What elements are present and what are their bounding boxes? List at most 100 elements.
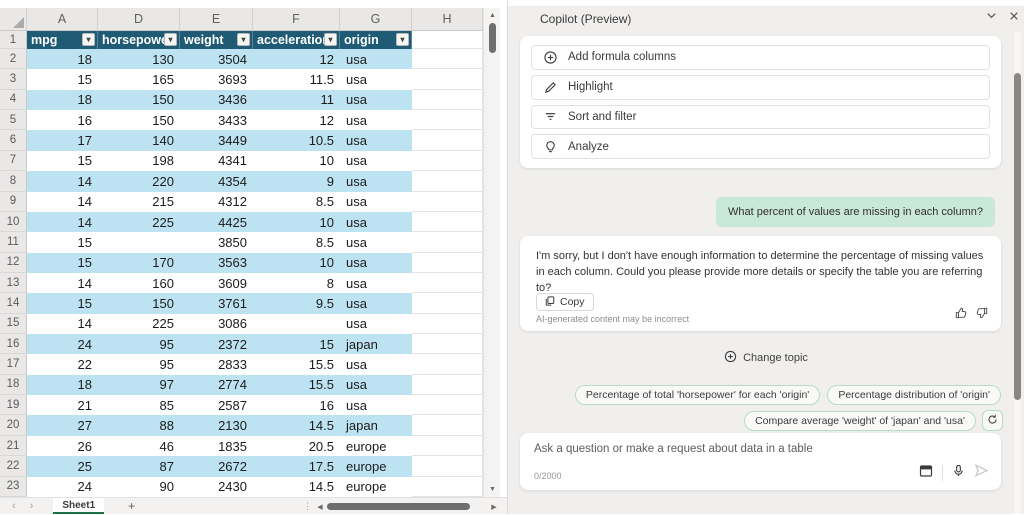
cell[interactable]: 11.5 <box>253 69 340 90</box>
cell[interactable] <box>412 110 483 131</box>
cell[interactable]: 215 <box>98 191 180 212</box>
cell[interactable]: 97 <box>98 374 180 396</box>
add-formula-columns-button[interactable]: Add formula columns <box>531 45 990 70</box>
cell[interactable]: 15 <box>27 293 98 314</box>
cell[interactable]: 18 <box>27 89 98 111</box>
cell[interactable]: 2130 <box>180 415 253 436</box>
cell[interactable]: usa <box>340 89 412 111</box>
cell[interactable]: usa <box>340 395 412 416</box>
cell[interactable] <box>412 69 483 90</box>
cell[interactable]: 14 <box>27 313 98 335</box>
highlight-button[interactable]: Highlight <box>531 74 990 100</box>
table-header-cell[interactable]: origin ▾ <box>340 31 412 49</box>
cell[interactable] <box>412 150 483 172</box>
cell[interactable]: 9 <box>253 171 340 192</box>
cell[interactable]: 170 <box>98 252 180 273</box>
cell[interactable] <box>98 232 180 253</box>
cell[interactable] <box>412 374 483 396</box>
cell[interactable]: 24 <box>27 476 98 497</box>
cell[interactable]: 10 <box>253 211 340 233</box>
column-header[interactable]: F <box>253 8 340 30</box>
cell[interactable]: 11 <box>253 89 340 111</box>
cell[interactable]: 18 <box>27 374 98 396</box>
cell[interactable]: 225 <box>98 211 180 233</box>
cell[interactable]: 20.5 <box>253 435 340 457</box>
cell[interactable]: 165 <box>98 69 180 90</box>
cell[interactable]: 3850 <box>180 232 253 253</box>
row-header[interactable]: 23 <box>0 476 27 497</box>
cell[interactable] <box>412 191 483 212</box>
cell[interactable]: 3504 <box>180 49 253 70</box>
cell[interactable]: usa <box>340 171 412 192</box>
table-header-cell[interactable]: horsepower ▾ <box>98 31 180 49</box>
cell[interactable]: 4341 <box>180 150 253 172</box>
cell[interactable]: 15.5 <box>253 354 340 375</box>
cell[interactable]: 24 <box>27 334 98 355</box>
row-header[interactable]: 16 <box>0 334 27 355</box>
horizontal-scrollbar[interactable]: ◀ ▶ <box>314 498 500 515</box>
scroll-up-icon[interactable]: ▲ <box>489 12 496 19</box>
vertical-scrollbar-thumb[interactable] <box>489 23 496 53</box>
cell[interactable]: 15 <box>27 69 98 90</box>
column-header[interactable]: D <box>98 8 180 30</box>
cell[interactable] <box>412 456 483 477</box>
cell[interactable]: 21 <box>27 395 98 416</box>
table-header-cell[interactable]: weight ▾ <box>180 31 253 49</box>
cell[interactable]: 2774 <box>180 374 253 396</box>
cell[interactable]: 150 <box>98 110 180 131</box>
cell[interactable]: 15 <box>27 252 98 273</box>
cell[interactable]: usa <box>340 252 412 273</box>
panel-scrollbar[interactable] <box>1014 32 1021 514</box>
column-header[interactable]: G <box>340 8 412 30</box>
row-header[interactable]: 17 <box>0 354 27 375</box>
table-selection-icon[interactable] <box>919 464 933 483</box>
cell[interactable] <box>253 313 340 335</box>
cell[interactable]: 3449 <box>180 130 253 151</box>
cell[interactable]: 3563 <box>180 252 253 273</box>
cell[interactable]: 14 <box>27 211 98 233</box>
cell[interactable]: 10.5 <box>253 130 340 151</box>
cell[interactable] <box>412 435 483 457</box>
thumbs-up-icon[interactable] <box>955 306 967 324</box>
cell[interactable] <box>412 415 483 436</box>
cell[interactable]: 14 <box>27 191 98 212</box>
empty-cell[interactable] <box>412 31 483 49</box>
cell[interactable] <box>412 272 483 294</box>
row-header[interactable]: 11 <box>0 232 27 253</box>
cell[interactable]: japan <box>340 415 412 436</box>
cell[interactable]: 160 <box>98 272 180 294</box>
suggestion-pill[interactable]: Compare average 'weight' of 'japan' and … <box>744 410 976 431</box>
row-header[interactable]: 8 <box>0 171 27 192</box>
cell[interactable]: 22 <box>27 354 98 375</box>
thumbs-down-icon[interactable] <box>976 306 988 324</box>
cell[interactable]: 26 <box>27 435 98 457</box>
add-sheet-button[interactable]: + <box>128 499 136 513</box>
close-icon[interactable] <box>1009 11 1019 21</box>
cell[interactable]: japan <box>340 334 412 355</box>
cell[interactable]: 25 <box>27 456 98 477</box>
table-header-cell[interactable]: acceleration ▾ <box>253 31 340 49</box>
row-header[interactable]: 20 <box>0 415 27 436</box>
cell[interactable] <box>412 334 483 355</box>
cell[interactable]: usa <box>340 293 412 314</box>
chat-input[interactable]: Ask a question or make a request about d… <box>520 433 1001 490</box>
cell[interactable]: 2672 <box>180 456 253 477</box>
cell[interactable]: 8.5 <box>253 232 340 253</box>
prev-sheet-icon[interactable]: ‹ <box>12 500 16 512</box>
cell[interactable]: usa <box>340 191 412 212</box>
cell[interactable]: usa <box>340 110 412 131</box>
cell[interactable]: usa <box>340 232 412 253</box>
cell[interactable]: europe <box>340 435 412 457</box>
cell[interactable]: 4354 <box>180 171 253 192</box>
cell[interactable]: 130 <box>98 49 180 70</box>
cell[interactable]: 95 <box>98 354 180 375</box>
vertical-scrollbar[interactable]: ▲ ▼ <box>483 8 500 497</box>
cell[interactable] <box>412 211 483 233</box>
cell[interactable]: 17.5 <box>253 456 340 477</box>
cell[interactable]: 2833 <box>180 354 253 375</box>
scroll-down-icon[interactable]: ▼ <box>489 486 496 493</box>
cell[interactable]: 220 <box>98 171 180 192</box>
cell[interactable]: usa <box>340 354 412 375</box>
cell[interactable] <box>412 313 483 335</box>
cell[interactable]: 2372 <box>180 334 253 355</box>
